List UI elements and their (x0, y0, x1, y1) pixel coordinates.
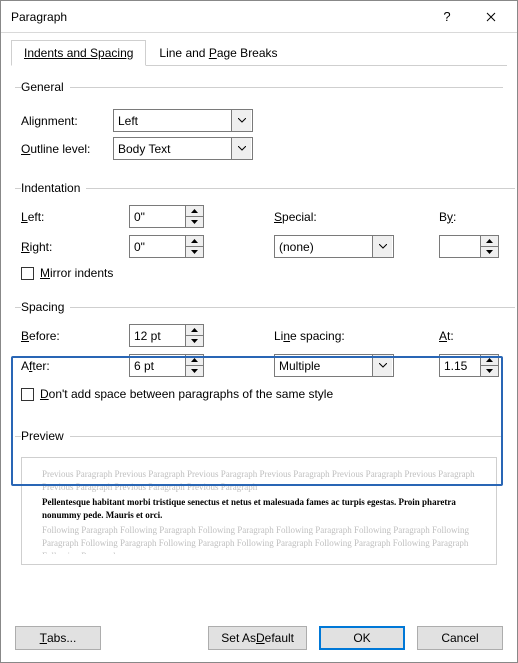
tab-line-page-breaks[interactable]: Line and Page Breaks (146, 40, 290, 66)
no-space-checkbox[interactable]: Don't add space between paragraphs of th… (21, 387, 509, 401)
general-group: General Alignment: Left Outline level: B… (15, 80, 503, 165)
spin-up-icon[interactable] (185, 355, 203, 366)
checkbox-icon (21, 388, 34, 401)
preview-prev: Previous Paragraph Previous Paragraph Pr… (42, 468, 476, 493)
spin-down-icon[interactable] (185, 217, 203, 227)
preview-sample: Pellentesque habitant morbi tristique se… (42, 496, 476, 521)
close-button[interactable] (469, 2, 513, 32)
footer: Tabs... Set As Default OK Cancel (1, 614, 517, 662)
tab-strip: Indents and Spacing Line and Page Breaks (11, 39, 507, 66)
after-value: 6 pt (130, 355, 185, 376)
after-label: After: (21, 359, 129, 373)
preview-box: Previous Paragraph Previous Paragraph Pr… (21, 457, 497, 565)
preview-group: Preview Previous Paragraph Previous Para… (15, 429, 503, 565)
paragraph-dialog: Paragraph ? Indents and Spacing Line and… (0, 0, 518, 663)
before-value: 12 pt (130, 325, 185, 346)
chevron-down-icon (372, 355, 392, 376)
left-value: 0" (130, 206, 185, 227)
outline-value: Body Text (114, 142, 231, 156)
alignment-value: Left (114, 114, 231, 128)
spin-down-icon[interactable] (480, 366, 498, 376)
at-label: At: (439, 329, 509, 343)
spin-up-icon[interactable] (185, 325, 203, 336)
at-spinner[interactable]: 1.15 (439, 354, 499, 377)
chevron-down-icon (231, 138, 251, 159)
right-value: 0" (130, 236, 185, 257)
tab-label: Indents and Spacing (24, 46, 133, 60)
spin-down-icon[interactable] (185, 336, 203, 346)
spin-down-icon[interactable] (185, 247, 203, 257)
chevron-down-icon (231, 110, 251, 131)
spin-up-icon[interactable] (185, 206, 203, 217)
by-value (440, 236, 480, 257)
set-default-button[interactable]: Set As Default (208, 626, 307, 650)
at-value: 1.15 (440, 355, 480, 376)
indentation-group: Indentation Left: 0" Special: By: Right:… (15, 181, 515, 284)
spin-down-icon[interactable] (480, 247, 498, 257)
help-button[interactable]: ? (425, 2, 469, 32)
title: Paragraph (11, 10, 425, 24)
mirror-checkbox[interactable]: Mirror indents (21, 266, 509, 280)
spacing-group: Spacing Before: 12 pt Line spacing: At: … (15, 300, 515, 405)
left-spinner[interactable]: 0" (129, 205, 204, 228)
left-label: Left: (21, 210, 129, 224)
preview-legend: Preview (21, 429, 70, 443)
special-select[interactable]: (none) (274, 235, 394, 258)
alignment-select[interactable]: Left (113, 109, 253, 132)
close-icon (486, 12, 496, 22)
before-spinner[interactable]: 12 pt (129, 324, 204, 347)
outline-select[interactable]: Body Text (113, 137, 253, 160)
alignment-label: Alignment: (21, 114, 113, 128)
tab-indents-spacing[interactable]: Indents and Spacing (11, 40, 146, 66)
tabs-button[interactable]: Tabs... (15, 626, 101, 650)
by-label: By: (439, 210, 509, 224)
checkbox-icon (21, 267, 34, 280)
outline-label: Outline level: (21, 142, 113, 156)
general-legend: General (21, 80, 70, 94)
special-value: (none) (275, 240, 372, 254)
right-label: Right: (21, 240, 129, 254)
spin-down-icon[interactable] (185, 366, 203, 376)
after-spinner[interactable]: 6 pt (129, 354, 204, 377)
chevron-down-icon (372, 236, 392, 257)
line-spacing-label: Line spacing: (274, 329, 419, 343)
spacing-legend: Spacing (21, 300, 70, 314)
titlebar: Paragraph ? (1, 1, 517, 33)
spin-up-icon[interactable] (480, 236, 498, 247)
spin-up-icon[interactable] (480, 355, 498, 366)
before-label: Before: (21, 329, 129, 343)
by-spinner[interactable] (439, 235, 499, 258)
indentation-legend: Indentation (21, 181, 86, 195)
dialog-body: Indents and Spacing Line and Page Breaks… (1, 33, 517, 614)
ok-button[interactable]: OK (319, 626, 405, 650)
line-spacing-select[interactable]: Multiple (274, 354, 394, 377)
special-label: Special: (274, 210, 419, 224)
spin-up-icon[interactable] (185, 236, 203, 247)
preview-next: Following Paragraph Following Paragraph … (42, 524, 476, 554)
line-spacing-value: Multiple (275, 359, 372, 373)
cancel-button[interactable]: Cancel (417, 626, 503, 650)
right-spinner[interactable]: 0" (129, 235, 204, 258)
